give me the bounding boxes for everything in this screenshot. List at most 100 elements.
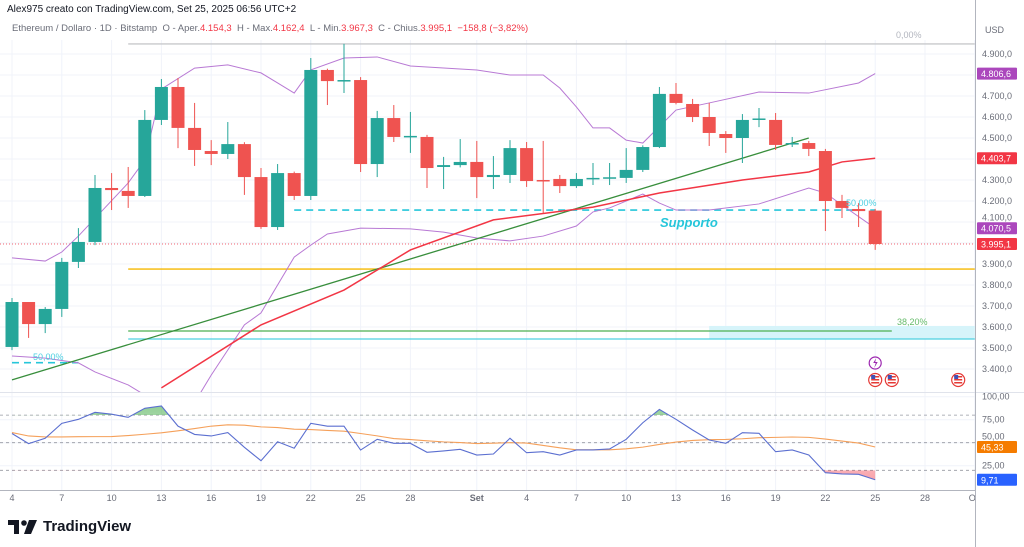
candle-body	[237, 144, 251, 178]
price-tick-label: 3.600,0	[982, 322, 1012, 332]
candle	[38, 307, 52, 334]
candle-body	[5, 302, 19, 347]
brand-name: TradingView	[43, 518, 132, 535]
price-tick-label: 3.400,0	[982, 364, 1012, 374]
us-flag-icon[interactable]	[868, 372, 883, 388]
candle	[437, 156, 451, 190]
price-badge: 4.403,7	[981, 154, 1011, 164]
candle	[553, 174, 567, 194]
price-axis-unit: USD	[985, 25, 1005, 35]
high-label: H - Max.	[236, 23, 273, 34]
price-pane	[0, 43, 975, 392]
lower-bollinger-band	[11, 187, 876, 392]
candle-body	[138, 119, 152, 196]
candle-body	[304, 69, 318, 196]
candle-body	[55, 261, 69, 309]
s	[871, 382, 880, 384]
time-tick-label: 16	[206, 493, 216, 503]
indicator-badge: 45,33	[981, 442, 1004, 452]
candle	[752, 107, 766, 128]
time-tick-label: 28	[920, 493, 930, 503]
candle	[603, 162, 617, 186]
fib-label-fib-0: 0,00%	[896, 30, 922, 40]
canton	[887, 375, 892, 379]
indicator-pane	[0, 405, 975, 481]
canton	[954, 375, 959, 379]
candle	[835, 194, 849, 219]
symbol-legend: Ethereum / Dollaro · 1D · Bitstamp O - A…	[12, 23, 528, 34]
lightning-icon[interactable]	[868, 356, 882, 370]
candle	[354, 77, 368, 173]
candle	[304, 57, 318, 200]
candle	[735, 114, 749, 163]
symbol-name[interactable]: Ethereum / Dollaro · 1D · Bitstamp	[12, 23, 158, 34]
time-tick-label: 13	[671, 493, 681, 503]
time-tick-label: 7	[59, 493, 64, 503]
tradingview-logo-icon	[8, 519, 37, 534]
high-value: 4.162,4	[272, 23, 305, 34]
time-tick-label: 10	[107, 493, 117, 503]
time-tick-label: 19	[771, 493, 781, 503]
candle	[55, 257, 69, 317]
grid	[0, 40, 976, 490]
candle	[320, 68, 334, 106]
candle-body	[437, 165, 451, 167]
change-value: −158,8 (−3,82%)	[457, 23, 529, 34]
fib-label-fib-38: 38,20%	[897, 317, 928, 327]
price-tick-label: 4.500,0	[982, 133, 1012, 143]
time-tick-label: Ott	[969, 493, 982, 503]
candle	[22, 302, 36, 338]
price-tick-label: 3.800,0	[982, 280, 1012, 290]
candle-body	[121, 190, 135, 196]
candle	[719, 131, 733, 153]
candle	[105, 173, 119, 211]
candle-body	[71, 241, 85, 262]
candle	[204, 140, 218, 166]
candle	[121, 166, 135, 208]
candle	[669, 82, 683, 105]
candle-body	[204, 151, 218, 154]
close-value: 3.995,1	[420, 23, 453, 34]
candle	[453, 139, 467, 168]
candle-body	[735, 119, 749, 138]
s	[871, 379, 880, 381]
candle-body	[835, 201, 849, 208]
candle	[420, 134, 434, 188]
price-tick-label: 3.900,0	[982, 259, 1012, 269]
candle	[237, 142, 251, 195]
candle-body	[320, 69, 334, 82]
price-badge: 4.070,5	[981, 224, 1011, 234]
candle-body	[752, 118, 766, 120]
price-tick-label: 4.300,0	[982, 175, 1012, 185]
candle-body	[586, 177, 600, 180]
candle	[520, 141, 534, 187]
open-value: 4.154,3	[199, 23, 232, 34]
indicator-signal-line	[11, 424, 876, 451]
time-tick-label: 22	[306, 493, 316, 503]
candle-body	[669, 93, 683, 103]
candle-body	[603, 177, 617, 179]
candle-body	[852, 208, 866, 212]
candle	[586, 162, 600, 186]
candle-body	[520, 148, 534, 182]
candle-body	[636, 147, 650, 170]
candle-body	[420, 136, 434, 169]
candle	[171, 77, 185, 149]
candle-body	[403, 135, 417, 138]
candle	[5, 298, 19, 351]
candle	[852, 203, 866, 228]
indicator-tick-label: 75,00	[982, 415, 1005, 425]
time-tick-label: 16	[721, 493, 731, 503]
candle-body	[802, 143, 816, 149]
price-tick-label: 4.700,0	[982, 91, 1012, 101]
us-flag-icon[interactable]	[884, 372, 899, 388]
candle	[188, 102, 202, 166]
price-tick-label: 4.600,0	[982, 112, 1012, 122]
candle	[470, 140, 484, 199]
candle-body	[686, 103, 700, 117]
us-flag-icon[interactable]	[951, 372, 966, 388]
tradingview-logo[interactable]: TradingView	[8, 518, 131, 535]
chart-author-header: Alex975 creato con TradingView.com, Set …	[7, 4, 297, 15]
candle-body	[22, 302, 36, 325]
